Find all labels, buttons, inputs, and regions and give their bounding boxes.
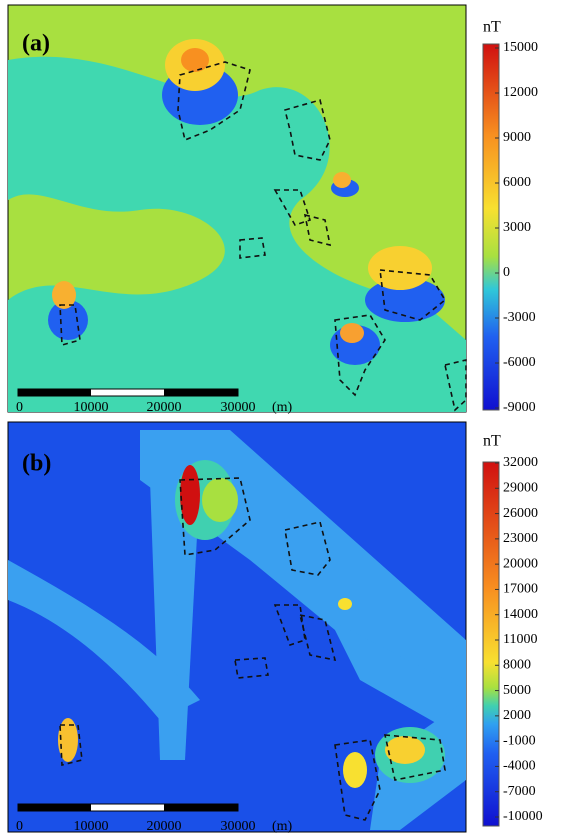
scale-label: 30000 — [221, 400, 256, 415]
scale-label: 20000 — [147, 400, 182, 415]
colorbar-tick-label: -7000 — [503, 784, 536, 799]
colorbar-tick-label: 0 — [503, 265, 510, 280]
colorbar-tick-label: 11000 — [503, 632, 537, 647]
colorbar-tick-label: 5000 — [503, 683, 531, 698]
colorbar-tick-label: -10000 — [503, 809, 543, 824]
colorbar-tick-label: 20000 — [503, 556, 538, 571]
scale-label: 0 — [16, 400, 23, 415]
colorbar-tick-label: 6000 — [503, 175, 531, 190]
colorbar-tick-label: 2000 — [503, 708, 531, 723]
scale-label: (m) — [272, 400, 293, 415]
colorbar-tick-label: 3000 — [503, 220, 531, 235]
unit-label: nT — [483, 433, 501, 450]
scale-label: 10000 — [74, 819, 109, 834]
scale-label: 0 — [16, 819, 23, 834]
scale-label: (m) — [272, 819, 293, 834]
colorbar-tick-label: -4000 — [503, 759, 536, 774]
colorbar-tick-label: -3000 — [503, 310, 536, 325]
colorbar-tick-label: 9000 — [503, 130, 531, 145]
colorbar-tick-label: -6000 — [503, 355, 536, 370]
colorbar-tick-label: 15000 — [503, 40, 538, 55]
colorbar-tick-label: 8000 — [503, 658, 531, 673]
colorbar-tick-label: -1000 — [503, 733, 536, 748]
colorbar-tick-label: -9000 — [503, 400, 536, 415]
panel-label: (a) — [22, 31, 50, 57]
map-b — [7, 421, 467, 833]
colorbar-tick-label: 26000 — [503, 506, 538, 521]
colorbar-tick-label: 23000 — [503, 531, 538, 546]
map-a — [7, 4, 467, 413]
colorbar-tick-label: 17000 — [503, 582, 538, 597]
scale-label: 30000 — [221, 819, 256, 834]
unit-label: nT — [483, 19, 501, 36]
scale-label: 10000 — [74, 400, 109, 415]
colorbar-tick-label: 14000 — [503, 607, 538, 622]
colorbar — [482, 461, 500, 827]
colorbar-tick-label: 29000 — [503, 481, 538, 496]
panel-label: (b) — [22, 451, 51, 477]
colorbar-tick-label: 32000 — [503, 455, 538, 470]
colorbar — [482, 43, 500, 411]
colorbar-tick-label: 12000 — [503, 85, 538, 100]
scale-label: 20000 — [147, 819, 182, 834]
